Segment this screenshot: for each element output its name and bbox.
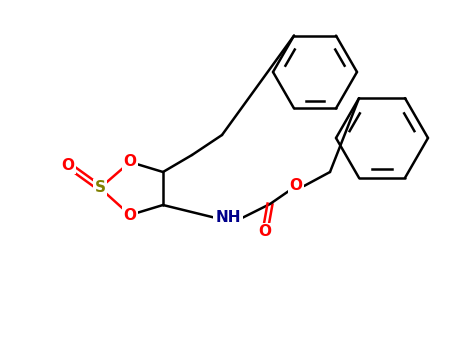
Text: NH: NH [215, 210, 241, 225]
Text: S: S [95, 181, 106, 196]
Text: O: O [258, 224, 272, 239]
Text: O: O [289, 178, 303, 194]
Text: O: O [123, 208, 136, 223]
Text: O: O [61, 158, 75, 173]
Text: O: O [123, 154, 136, 169]
